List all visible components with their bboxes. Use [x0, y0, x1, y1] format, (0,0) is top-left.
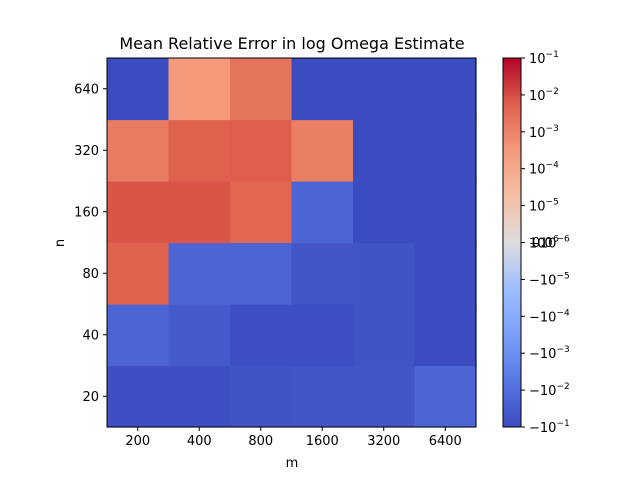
- heatmap-cell: [230, 58, 293, 121]
- heatmap-cell: [168, 181, 231, 244]
- colorbar-tick-label: −10−1: [529, 419, 570, 436]
- y-tick-label: 80: [82, 267, 99, 282]
- heatmap-cells: [107, 58, 477, 428]
- heatmap-cell: [291, 119, 354, 182]
- heatmap-cell: [414, 242, 477, 305]
- y-tick-label: 640: [74, 82, 99, 97]
- heatmap-cell: [291, 242, 354, 305]
- heatmap-cell: [291, 181, 354, 244]
- heatmap-cell: [230, 181, 293, 244]
- plot-frame: [106, 57, 477, 428]
- y-tick-label: 40: [82, 328, 99, 343]
- chart-title: Mean Relative Error in log Omega Estimat…: [119, 34, 464, 53]
- heatmap-cell: [230, 119, 293, 182]
- heatmap-cell: [291, 365, 354, 428]
- heatmap-cell: [168, 242, 231, 305]
- colorbar-tick-label: 10−5: [529, 198, 559, 215]
- colorbar-tick-label: 10−2: [529, 87, 559, 104]
- heatmap-cell: [353, 242, 416, 305]
- heatmap-cell: [414, 181, 477, 244]
- x-tick-label: 6400: [429, 434, 462, 449]
- heatmap-cell: [168, 119, 231, 182]
- heatmap-cell: [168, 58, 231, 121]
- y-ticks: 20 40 80 160 320 640: [74, 82, 107, 405]
- colorbar-zero-label: 0.0: [532, 236, 553, 251]
- heatmap-cell: [414, 119, 477, 182]
- heatmap-cell: [414, 304, 477, 367]
- heatmap-cell: [414, 58, 477, 121]
- colorbar: 10−1 10−2 10−3 10−4 10−5 10−6−10−6 −10−5 −10−4 −…: [502, 50, 570, 436]
- colorbar-gradient: [503, 58, 521, 427]
- x-tick-label: 800: [248, 434, 273, 449]
- heatmap-cell: [107, 58, 170, 121]
- heatmap-cell: [353, 58, 416, 121]
- heatmap-cell: [168, 365, 231, 428]
- colorbar-ticks: 10−1 10−2 10−3 10−4 10−5 10−6−10−6 −10−5 −10−4 −…: [521, 50, 570, 436]
- x-tick-label: 3200: [367, 434, 400, 449]
- y-tick-label: 20: [82, 390, 99, 405]
- heatmap-cell: [353, 119, 416, 182]
- x-tick-label: 200: [125, 434, 150, 449]
- colorbar-tick-label: −10−5: [529, 271, 570, 288]
- x-tick-label: 400: [187, 434, 212, 449]
- y-tick-label: 320: [74, 144, 99, 159]
- x-axis-label: m: [286, 456, 299, 471]
- heatmap-cell: [107, 304, 170, 367]
- heatmap-cell: [230, 242, 293, 305]
- heatmap-cell: [353, 365, 416, 428]
- colorbar-tick-label: −10−4: [529, 308, 570, 325]
- colorbar-tick-label: 10−4: [529, 161, 559, 178]
- heatmap-cell: [291, 304, 354, 367]
- heatmap-cell: [353, 304, 416, 367]
- y-axis-label: n: [53, 239, 68, 247]
- heatmap-cell: [107, 365, 170, 428]
- heatmap-cell: [107, 181, 170, 244]
- y-tick-label: 160: [74, 205, 99, 220]
- heatmap-cell: [107, 242, 170, 305]
- heatmap-cell: [107, 119, 170, 182]
- heatmap-cell: [230, 304, 293, 367]
- colorbar-tick-label: −10−3: [529, 345, 570, 362]
- heatmap-cell: [353, 181, 416, 244]
- x-ticks: 200 400 800 1600 3200 6400: [125, 427, 462, 449]
- colorbar-tick-label: 10−3: [529, 124, 559, 141]
- colorbar-tick-label: 10−1: [529, 50, 559, 67]
- heatmap-cell: [291, 58, 354, 121]
- colorbar-tick-label: 10−6: [529, 235, 559, 252]
- x-tick-label: 1600: [306, 434, 339, 449]
- heatmap-cell: [414, 365, 477, 428]
- colorbar-tick-label: −10−2: [529, 382, 570, 399]
- heatmap-cell: [230, 365, 293, 428]
- colorbar-tick-label: −10−6: [529, 235, 570, 252]
- heatmap-cell: [168, 304, 231, 367]
